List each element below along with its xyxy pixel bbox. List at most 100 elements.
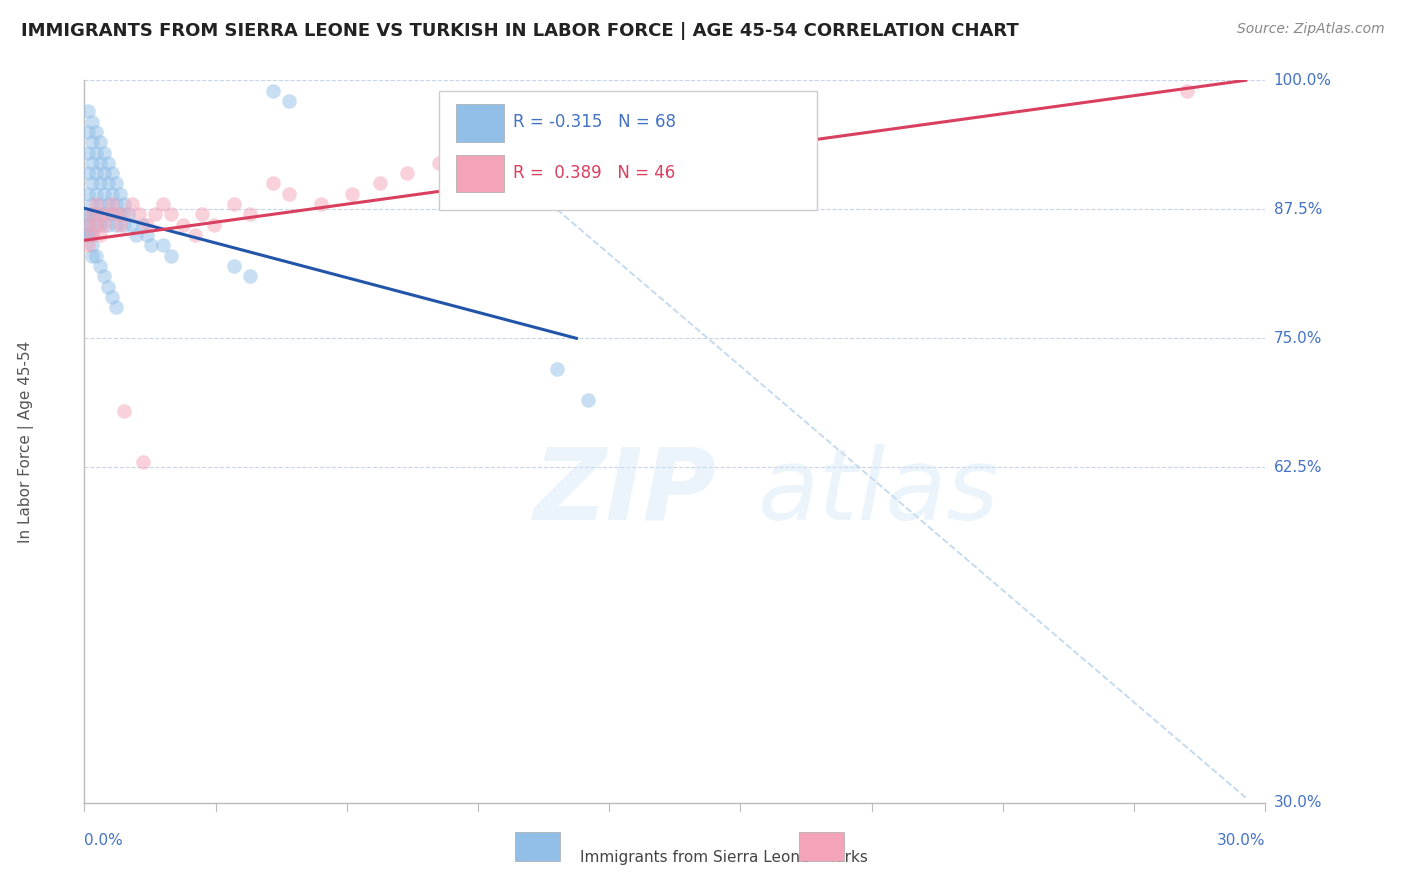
Point: [97, 218, 120, 232]
Point: [77, 166, 100, 180]
Point: [89, 207, 111, 221]
Point: [89, 156, 111, 170]
Text: Turks: Turks: [828, 850, 869, 864]
Point: [89, 218, 111, 232]
Point: [104, 177, 127, 191]
Point: [132, 218, 155, 232]
Point: [136, 218, 159, 232]
Point: [82, 177, 104, 191]
Point: [89, 259, 111, 273]
Point: [89, 135, 111, 149]
Point: [124, 228, 146, 243]
Point: [239, 269, 262, 284]
Point: [262, 177, 284, 191]
Point: [132, 455, 155, 469]
Point: [84, 145, 107, 160]
Point: [112, 197, 135, 211]
Point: [576, 393, 599, 408]
Point: [112, 207, 135, 221]
Point: [108, 186, 131, 201]
Point: [84, 197, 107, 211]
Point: [183, 228, 205, 243]
Text: IMMIGRANTS FROM SIERRA LEONE VS TURKISH IN LABOR FORCE | AGE 45-54 CORRELATION C: IMMIGRANTS FROM SIERRA LEONE VS TURKISH …: [21, 22, 1019, 40]
Point: [82, 114, 104, 128]
Point: [664, 156, 686, 170]
Point: [93, 186, 115, 201]
Point: [141, 238, 163, 252]
Point: [104, 301, 127, 315]
Point: [93, 207, 115, 221]
Point: [104, 207, 127, 221]
Point: [89, 228, 111, 243]
Point: [112, 218, 135, 232]
Point: [84, 125, 107, 139]
Point: [77, 218, 100, 232]
Point: [77, 228, 100, 243]
Point: [93, 145, 115, 160]
Point: [108, 218, 131, 232]
Text: 30.0%: 30.0%: [1274, 796, 1322, 810]
Point: [222, 259, 245, 273]
Point: [101, 197, 124, 211]
Text: 100.0%: 100.0%: [1274, 73, 1331, 87]
Point: [546, 362, 568, 376]
Point: [172, 218, 194, 232]
Point: [101, 207, 124, 221]
Text: R = -0.315   N = 68: R = -0.315 N = 68: [513, 113, 676, 131]
FancyBboxPatch shape: [439, 91, 817, 211]
Text: 87.5%: 87.5%: [1274, 202, 1322, 217]
Point: [117, 207, 139, 221]
Point: [152, 238, 174, 252]
Point: [239, 207, 262, 221]
Text: Immigrants from Sierra Leone: Immigrants from Sierra Leone: [581, 850, 810, 864]
Point: [160, 249, 183, 263]
Text: 62.5%: 62.5%: [1274, 460, 1322, 475]
Point: [82, 228, 104, 243]
Point: [82, 207, 104, 221]
Point: [82, 135, 104, 149]
Point: [77, 186, 100, 201]
Bar: [516, 831, 561, 861]
Point: [77, 238, 100, 252]
Point: [84, 186, 107, 201]
Text: R =  0.389   N = 46: R = 0.389 N = 46: [513, 164, 675, 182]
Point: [467, 177, 489, 191]
Text: 75.0%: 75.0%: [1274, 331, 1322, 346]
Point: [104, 197, 127, 211]
Point: [128, 207, 150, 221]
Point: [97, 279, 120, 293]
Point: [77, 207, 100, 221]
Point: [93, 166, 115, 180]
Point: [101, 290, 124, 304]
Point: [82, 249, 104, 263]
Point: [506, 166, 529, 180]
Point: [82, 197, 104, 211]
Point: [77, 218, 100, 232]
Point: [77, 125, 100, 139]
Point: [262, 84, 284, 98]
Point: [121, 197, 143, 211]
Point: [742, 145, 765, 160]
Point: [447, 166, 470, 180]
Text: In Labor Force | Age 45-54: In Labor Force | Age 45-54: [18, 341, 34, 542]
Bar: [457, 154, 503, 193]
Point: [104, 218, 127, 232]
Text: Source: ZipAtlas.com: Source: ZipAtlas.com: [1237, 22, 1385, 37]
Point: [84, 218, 107, 232]
Point: [121, 218, 143, 232]
Text: 30.0%: 30.0%: [1218, 833, 1265, 848]
Point: [77, 218, 100, 232]
Point: [340, 186, 363, 201]
Point: [368, 177, 391, 191]
Point: [202, 218, 225, 232]
Point: [84, 249, 107, 263]
Text: ZIP: ZIP: [533, 443, 716, 541]
Point: [191, 207, 214, 221]
Bar: [799, 831, 844, 861]
Point: [546, 156, 568, 170]
Point: [101, 166, 124, 180]
Point: [309, 197, 332, 211]
Point: [77, 145, 100, 160]
Point: [84, 166, 107, 180]
Point: [136, 228, 159, 243]
